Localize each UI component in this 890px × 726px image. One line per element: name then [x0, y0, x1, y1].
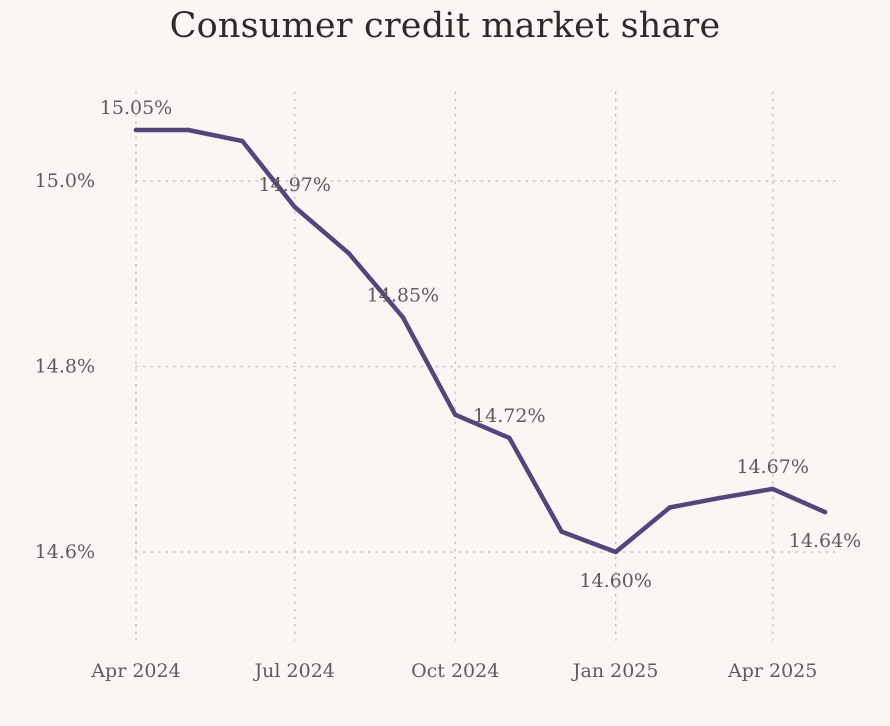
data-point: [822, 509, 828, 515]
data-point: [770, 486, 775, 492]
grid-layer: [135, 91, 836, 641]
y-tick-label: 14.8%: [35, 356, 95, 378]
data-point: [667, 505, 672, 510]
data-label-layer: 15.05% 14.97% 14.85% 14.72% 14.60% 14.67% 14.6…: [100, 97, 861, 592]
data-label: 14.67%: [736, 456, 808, 478]
x-tick-label: Apr 2025: [727, 660, 817, 682]
data-point: [400, 315, 406, 320]
data-point: [346, 251, 352, 256]
data-label: 14.72%: [473, 405, 545, 427]
data-point: [133, 127, 139, 133]
data-point: [559, 529, 564, 534]
series-line: [133, 127, 828, 555]
x-tick-label: Apr 2024: [90, 660, 180, 682]
y-tick-label: 15.0%: [35, 170, 95, 192]
data-point: [613, 549, 618, 555]
chart-title: Consumer credit market share: [169, 6, 721, 46]
data-label: 14.97%: [259, 174, 331, 196]
data-point: [292, 204, 297, 210]
data-point: [453, 412, 458, 417]
data-point: [186, 127, 191, 133]
data-label: 14.64%: [789, 530, 861, 552]
series-layer: [133, 127, 828, 555]
data-label: 14.85%: [367, 284, 439, 306]
data-label: 14.60%: [579, 570, 651, 592]
data-point: [507, 435, 512, 441]
axis-layer: 14.6% 14.8% 15.0% Apr 2024 Jul 2024 Oct 2024 J…: [35, 170, 818, 682]
data-point: [240, 138, 245, 144]
data-label: 15.05%: [100, 97, 172, 119]
data-point: [716, 496, 721, 501]
x-tick-label: Jul 2024: [253, 660, 335, 682]
y-tick-label: 14.6%: [35, 541, 95, 563]
x-tick-label: Oct 2024: [411, 660, 499, 682]
x-tick-label: Jan 2025: [571, 660, 659, 682]
